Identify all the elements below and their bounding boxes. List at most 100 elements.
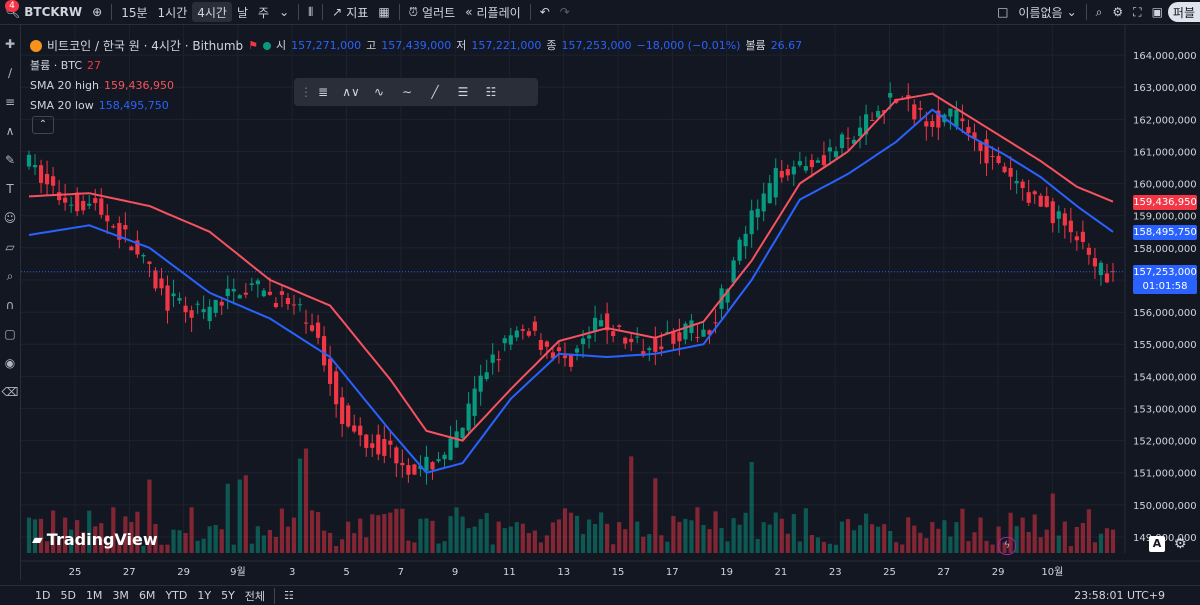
- bitcoin-logo-icon: [30, 40, 42, 52]
- fullscreen-button[interactable]: ⛶: [1128, 0, 1146, 24]
- range-ytd[interactable]: YTD: [165, 589, 188, 602]
- range-5d[interactable]: 5D: [60, 589, 76, 602]
- range-all[interactable]: 전체: [244, 589, 266, 603]
- volume-label: 볼륨: [745, 39, 766, 52]
- volume-bar: [376, 515, 381, 553]
- symbol-label: BTCKRW: [24, 5, 83, 19]
- ruler-icon[interactable]: ▱: [5, 240, 15, 254]
- collapse-legend-button[interactable]: ⌃: [32, 116, 54, 134]
- volume-bar: [737, 524, 742, 553]
- volume-bar: [611, 544, 616, 553]
- volume-bar: [785, 533, 790, 553]
- pattern-icon[interactable]: ∧: [5, 124, 15, 138]
- indicators-label: 지표: [346, 5, 369, 20]
- flag-icon[interactable]: ⚑: [248, 39, 259, 52]
- volume-bar: [1086, 509, 1092, 553]
- candle-body: [960, 118, 965, 122]
- volume-bar: [586, 519, 592, 553]
- y-tick-label: 162,000,000: [1133, 115, 1197, 126]
- lightning-icon[interactable]: ϟ: [998, 537, 1016, 555]
- layout-button[interactable]: □: [992, 0, 1013, 24]
- quick-search-button[interactable]: ⌕: [1091, 0, 1108, 24]
- legend-sma-high-row[interactable]: SMA 20 high 159,436,950: [30, 76, 802, 96]
- brush-icon[interactable]: ✎: [4, 153, 16, 167]
- candle-body: [767, 183, 772, 204]
- layout-name-button[interactable]: 이름없음 ⌄: [1013, 0, 1081, 24]
- legend-sma-low-row[interactable]: SMA 20 low 158,495,750: [30, 96, 802, 116]
- auto-scale-button[interactable]: A: [1149, 536, 1165, 552]
- publish-button[interactable]: 퍼블: [1167, 2, 1200, 22]
- redo-button[interactable]: ↷: [555, 0, 575, 24]
- volume-bar: [930, 522, 935, 553]
- notification-badge[interactable]: 4: [5, 0, 19, 12]
- volume-bar: [99, 523, 104, 553]
- volume-bar: [1056, 535, 1061, 553]
- candle-body: [996, 155, 1001, 164]
- volume-bar: [406, 540, 411, 553]
- indicators-button[interactable]: ↗ 지표: [327, 0, 373, 24]
- snapshot-button[interactable]: ▣: [1147, 0, 1168, 24]
- emoji-icon[interactable]: ☺: [3, 211, 17, 225]
- fib-icon[interactable]: ☰: [457, 85, 469, 99]
- interval-15m[interactable]: 15분: [121, 5, 148, 20]
- interval-dropdown[interactable]: ⌄: [274, 0, 294, 24]
- drag-handle-icon[interactable]: ⋮: [300, 85, 312, 99]
- compare-symbol-button[interactable]: ⊕: [87, 0, 107, 24]
- volume-bar: [876, 526, 881, 553]
- volume-bar: [791, 514, 796, 553]
- zoom-icon[interactable]: ⌕: [6, 269, 14, 283]
- eye-icon[interactable]: ◉: [4, 356, 16, 370]
- templates-button[interactable]: ▦: [373, 0, 394, 24]
- lock-icon[interactable]: ▢: [4, 327, 16, 341]
- range-1m[interactable]: 1M: [85, 589, 103, 602]
- crosshair-icon[interactable]: ✚: [4, 37, 16, 51]
- volume-bar: [472, 526, 477, 553]
- elliott-15-icon[interactable]: ∿: [373, 85, 385, 99]
- trendline-icon[interactable]: ╱: [431, 85, 439, 99]
- candle-body: [346, 405, 351, 427]
- volume-bar: [972, 532, 977, 553]
- volume-bar: [279, 508, 285, 553]
- volume-bar: [984, 540, 989, 553]
- range-6m[interactable]: 6M: [138, 589, 156, 602]
- text-icon[interactable]: T: [6, 182, 14, 196]
- volume-bar: [424, 518, 429, 553]
- lines-icon[interactable]: ≣: [317, 85, 329, 99]
- x-tick-label: 25: [69, 567, 82, 578]
- replay-button[interactable]: « 리플레이: [460, 0, 526, 24]
- trash-icon[interactable]: ⌫: [1, 385, 19, 399]
- grid-icon[interactable]: ☷: [485, 85, 497, 99]
- range-3m[interactable]: 3M: [112, 589, 129, 602]
- legend-volume-row[interactable]: 볼륨 · BTC 27: [30, 56, 802, 76]
- candle-body: [605, 313, 610, 331]
- candle-body: [815, 160, 821, 163]
- go-to-date-button[interactable]: ☷: [279, 589, 299, 602]
- interval-4h[interactable]: 4시간: [192, 2, 232, 22]
- range-5y[interactable]: 5Y: [221, 589, 235, 602]
- candle-body: [653, 338, 658, 352]
- price-chart[interactable]: 149,000,000150,000,000151,000,000152,000…: [21, 25, 1200, 580]
- trendline-icon[interactable]: ∕: [7, 66, 13, 80]
- candle-body: [1080, 231, 1085, 242]
- interval-1h[interactable]: 1시간: [157, 5, 188, 20]
- magnet-icon[interactable]: ∩: [5, 298, 15, 312]
- volume-bar: [532, 530, 537, 553]
- interval-1w[interactable]: 주: [258, 5, 270, 20]
- fib-icon[interactable]: ≡: [4, 95, 16, 109]
- elliott-ac-icon[interactable]: ∼: [401, 85, 413, 99]
- candle-body: [635, 336, 640, 338]
- settings-button[interactable]: ⚙: [1107, 0, 1128, 24]
- interval-1d[interactable]: 날: [236, 5, 249, 20]
- chart-settings-button[interactable]: ⚙: [1174, 536, 1187, 552]
- clock-label[interactable]: 23:58:01 UTC+9: [1074, 589, 1165, 602]
- pattern-icon[interactable]: ∧∨: [342, 85, 360, 99]
- alert-button[interactable]: ⏰︎ 얼러트: [404, 0, 461, 24]
- undo-button[interactable]: ↶: [535, 0, 555, 24]
- volume-bar: [773, 512, 778, 553]
- range-1y[interactable]: 1Y: [197, 589, 212, 602]
- chart-type-button[interactable]: ⫴: [303, 0, 318, 24]
- candle-body: [448, 438, 453, 460]
- candle-body: [364, 434, 369, 448]
- divider: [111, 4, 113, 20]
- range-1d[interactable]: 1D: [35, 589, 51, 602]
